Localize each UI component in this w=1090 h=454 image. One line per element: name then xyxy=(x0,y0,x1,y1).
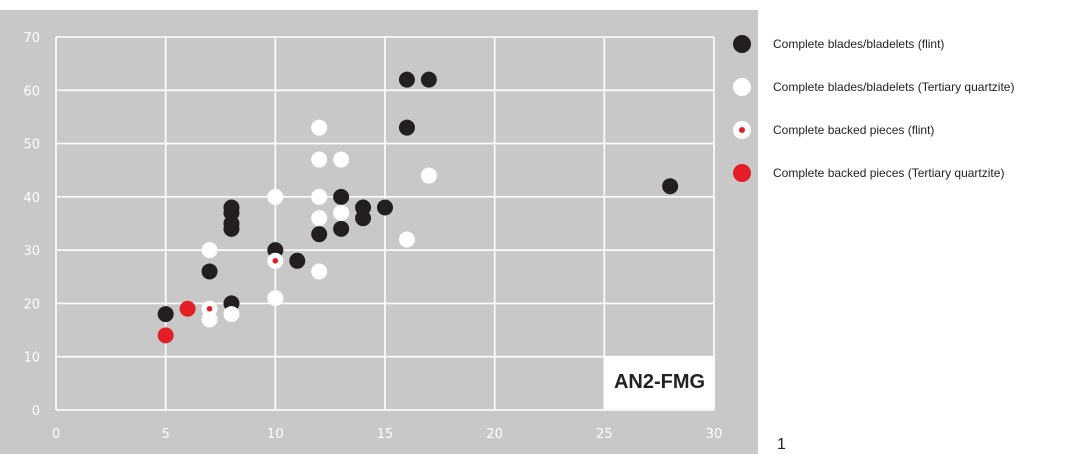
data-points xyxy=(157,71,679,344)
legend-item-flint-blades: Complete blades/bladelets (flint) xyxy=(728,28,1090,60)
legend-marker-black-circle-icon xyxy=(733,35,751,53)
data-point xyxy=(311,188,328,205)
data-point xyxy=(398,71,415,88)
data-point xyxy=(662,178,679,195)
data-point xyxy=(311,226,328,243)
y-tick-label: 60 xyxy=(23,84,40,99)
legend-marker-red-circle-icon xyxy=(733,164,751,182)
data-point xyxy=(333,188,350,205)
x-tick-label: 10 xyxy=(267,427,284,442)
legend-item-flint-backed: Complete backed pieces (flint) xyxy=(728,114,1090,146)
tick-labels: 0 5 10 15 20 25 30 0 10 20 30 40 50 60 70 xyxy=(23,31,722,442)
data-point xyxy=(201,263,218,280)
y-tick-label: 20 xyxy=(23,297,40,312)
data-point-backed-flint-dot xyxy=(272,258,279,264)
x-tick-label: 30 xyxy=(706,427,723,442)
data-point xyxy=(267,188,284,205)
x-tick-label: 0 xyxy=(52,427,60,442)
data-point xyxy=(420,167,437,184)
x-tick-label: 15 xyxy=(377,427,394,442)
grid xyxy=(55,36,715,411)
legend-label: Complete backed pieces (flint) xyxy=(773,123,935,137)
data-point xyxy=(267,290,284,307)
data-point xyxy=(355,199,372,216)
data-point xyxy=(311,210,328,227)
site-label-badge: AN2-FMG xyxy=(604,356,715,409)
data-point xyxy=(223,306,240,323)
legend-label: Complete blades/bladelets (Tertiary quar… xyxy=(773,80,1015,94)
y-tick-label: 50 xyxy=(23,138,40,153)
data-point xyxy=(333,220,350,237)
y-tick-label: 10 xyxy=(23,351,40,366)
x-tick-label: 5 xyxy=(162,427,170,442)
data-point xyxy=(289,252,306,269)
y-tick-label: 0 xyxy=(32,404,40,419)
legend-item-quartzite-backed: Complete backed pieces (Tertiary quartzi… xyxy=(728,157,1090,189)
legend-marker-white-circle-icon xyxy=(733,78,751,96)
legend-label: Complete blades/bladelets (flint) xyxy=(773,37,945,51)
y-tick-label: 70 xyxy=(23,31,40,46)
x-tick-label: 20 xyxy=(486,427,503,442)
page-number: 1 xyxy=(777,436,786,453)
data-point xyxy=(311,263,328,280)
data-point xyxy=(157,306,174,323)
data-point xyxy=(377,199,393,216)
data-point xyxy=(179,300,196,317)
data-point xyxy=(398,231,415,248)
data-point xyxy=(333,204,350,221)
data-point xyxy=(311,119,328,136)
data-point xyxy=(333,151,350,168)
y-tick-label: 40 xyxy=(23,191,40,206)
data-point xyxy=(420,71,437,88)
legend-marker-red-dot-circle-icon xyxy=(733,121,751,139)
data-point xyxy=(201,242,218,259)
legend: Complete blades/bladelets (flint) Comple… xyxy=(728,28,1090,200)
data-point xyxy=(157,327,174,344)
data-point xyxy=(311,151,328,168)
x-tick-label: 25 xyxy=(596,427,613,442)
data-point-backed-flint-dot xyxy=(206,305,213,312)
legend-label: Complete backed pieces (Tertiary quartzi… xyxy=(773,166,1005,180)
data-point xyxy=(223,199,240,216)
legend-item-quartzite-blades: Complete blades/bladelets (Tertiary quar… xyxy=(728,71,1090,103)
y-tick-label: 30 xyxy=(23,244,40,259)
data-point xyxy=(398,119,415,136)
